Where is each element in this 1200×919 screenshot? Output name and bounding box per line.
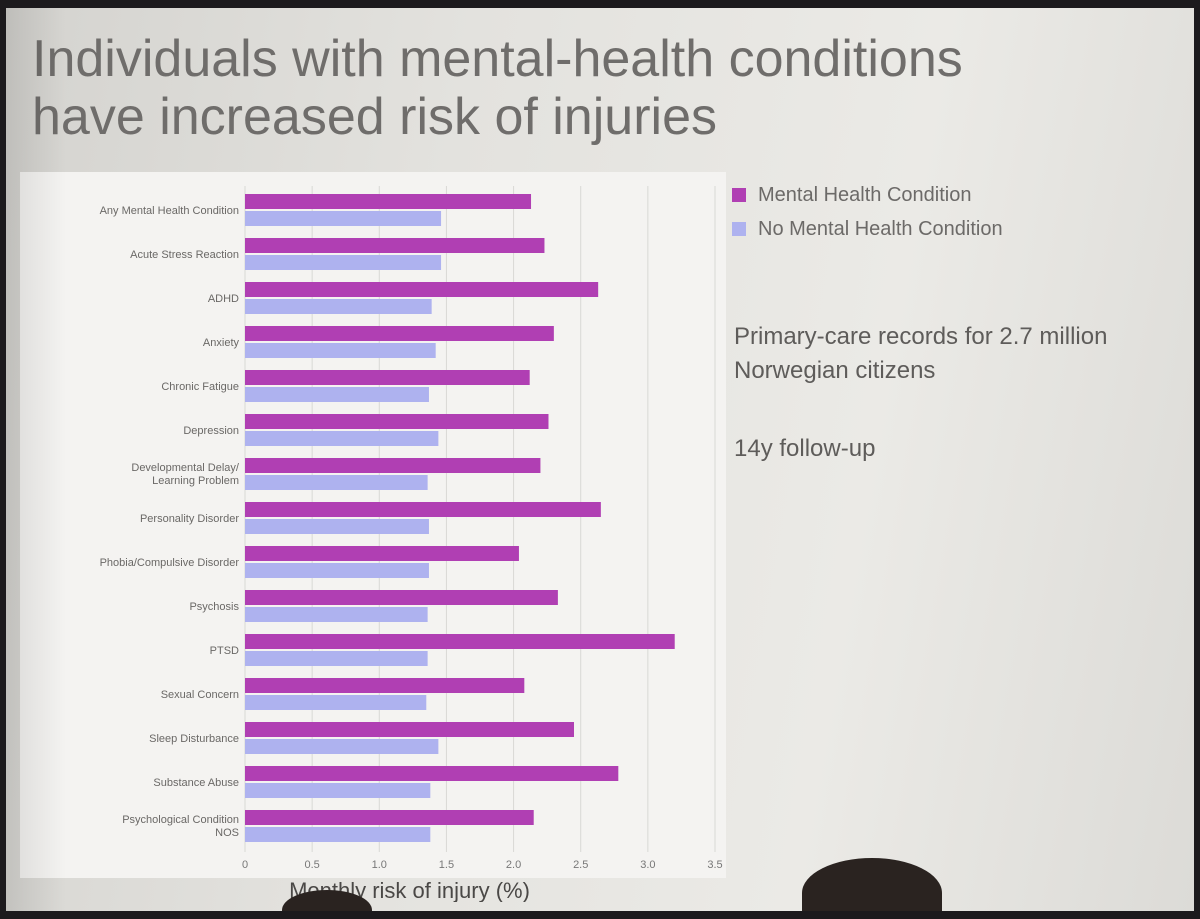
bar: [245, 590, 558, 605]
slide: Individuals with mental-health condition…: [6, 8, 1194, 911]
bar: [245, 387, 429, 402]
bar: [245, 739, 439, 754]
slide-title-line-2: have increased risk of injuries: [32, 88, 717, 146]
study-note-records: Primary-care records for 2.7 million Nor…: [734, 323, 1108, 384]
bar: [245, 299, 432, 314]
bar: [245, 414, 549, 429]
x-tick-label: 1.5: [439, 859, 454, 871]
category-label: Sexual Concern: [161, 689, 239, 701]
slide-title: Individuals with mental-health condition…: [32, 30, 1152, 146]
category-label: PTSD: [210, 645, 239, 657]
x-tick-label: 0: [242, 859, 248, 871]
bar: [245, 607, 428, 622]
bar: [245, 651, 428, 666]
legend-swatch-mental-health: [732, 188, 746, 202]
bar: [245, 519, 429, 534]
slide-title-line-1: Individuals with mental-health condition…: [32, 30, 963, 88]
bar: [245, 546, 519, 561]
x-tick-label: 2.5: [573, 859, 588, 871]
bar: [245, 563, 429, 578]
bar: [245, 783, 431, 798]
category-label: ADHD: [208, 293, 239, 305]
study-note-follow-up: 14y follow-up: [734, 435, 876, 462]
x-tick-label: 3.5: [707, 859, 722, 871]
bar: [245, 766, 619, 781]
bar: [245, 458, 541, 473]
bar: [245, 211, 442, 226]
category-label: Depression: [183, 425, 239, 437]
category-label: Anxiety: [203, 337, 240, 349]
bar: [245, 502, 601, 517]
bar: [245, 238, 545, 253]
legend-item-no-mental-health: No Mental Health Condition: [732, 212, 1003, 246]
audience-head-left: [282, 890, 372, 911]
bar: [245, 343, 436, 358]
category-label: Acute Stress Reaction: [130, 249, 239, 261]
category-label: Psychosis: [189, 601, 239, 613]
category-label: Personality Disorder: [140, 513, 239, 525]
bar: [245, 827, 431, 842]
bar: [245, 634, 675, 649]
bar: [245, 194, 532, 209]
legend-swatch-no-mental-health: [732, 222, 746, 236]
category-label: Any Mental Health Condition: [100, 205, 239, 217]
bar: [245, 678, 525, 693]
x-tick-label: 0.5: [304, 859, 319, 871]
chart-legend: Mental Health Condition No Mental Health…: [732, 178, 1003, 246]
bar: [245, 282, 599, 297]
audience-head-right: [802, 858, 942, 911]
bar: [245, 695, 427, 710]
bar: [245, 722, 574, 737]
x-tick-label: 3.0: [640, 859, 655, 871]
category-label: Phobia/Compulsive Disorder: [100, 557, 240, 569]
bar: [245, 326, 554, 341]
x-tick-label: 2.0: [506, 859, 521, 871]
category-label: Sleep Disturbance: [149, 733, 239, 745]
bar: [245, 475, 428, 490]
category-label: Developmental Delay/Learning Problem: [131, 462, 240, 487]
legend-label-no-mental-health: No Mental Health Condition: [758, 217, 1003, 240]
bar-chart: 0 0.5 1.0 1.5 2.0 2.5 3.0 3.5 Any Mental Health …: [100, 186, 723, 902]
legend-item-mental-health: Mental Health Condition: [732, 178, 1003, 212]
bar: [245, 255, 442, 270]
x-tick-label: 1.0: [372, 859, 387, 871]
category-label: Chronic Fatigue: [161, 381, 239, 393]
bar: [245, 370, 530, 385]
category-label: Psychological Condition NOS: [122, 814, 239, 839]
bar: [245, 431, 439, 446]
legend-label-mental-health: Mental Health Condition: [758, 183, 972, 206]
bar: [245, 810, 534, 825]
category-label: Substance Abuse: [153, 777, 239, 789]
